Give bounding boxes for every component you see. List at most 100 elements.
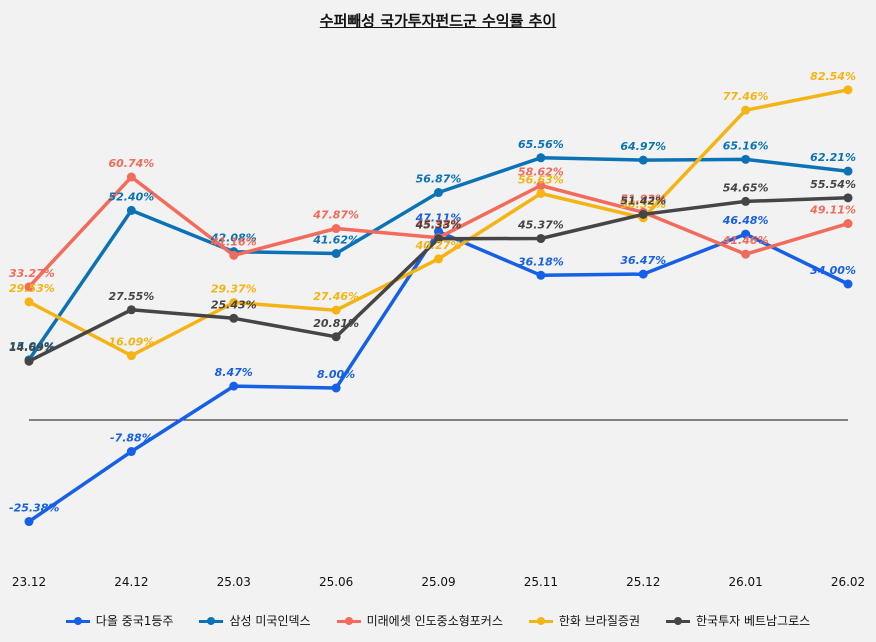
legend-label-samsung: 삼성 미국인덱스 [229,614,311,628]
series-1-data-label: 62.21% [810,151,856,164]
series-0-data-label: 8.47% [215,366,253,379]
series-2-point [24,282,34,292]
series-4-point [126,305,136,315]
series-4-data-label: 54.65% [723,181,769,194]
series-1-data-label: 41.62% [312,234,359,247]
series-0-point [229,381,239,391]
series-3-data-label: 77.46% [723,90,769,103]
x-tick-label: 25.09 [421,575,455,589]
series-2-point [536,181,546,191]
series-2-point [741,249,751,259]
legend-item-mirae[interactable]: 미래에셋 인도중소형포커스 [336,612,503,629]
series-4-point [434,234,443,244]
series-1-data-label: 64.97% [620,140,666,153]
series-2-data-label: 60.74% [108,157,154,170]
series-4-data-label: 45.37% [517,219,564,232]
x-tick-label: 25.12 [626,575,660,589]
series-4-point [843,193,853,203]
x-tick-label: 25.11 [524,575,558,589]
series-2-data-label: 41.46% [722,234,769,247]
legend-label-koreainv: 한국투자 베트남그로스 [696,614,811,628]
series-0-data-label: -7.88% [110,432,153,445]
series-2-data-label: 45.58% [415,218,462,231]
legend-label-mirae: 미래에셋 인도중소형포커스 [366,614,503,628]
series-0-point [24,517,34,527]
series-3-point [536,188,546,198]
series-0-point [536,270,546,280]
series-2-data-label: 41.16% [210,235,257,248]
series-4-point [536,234,546,244]
series-3-point [24,297,34,307]
series-2-point [126,172,136,182]
series-3-data-label: 40.27% [415,239,462,252]
legend-label-daol: 다올 중국1등주 [95,614,174,628]
series-1-data-label: 15.04% [9,340,55,353]
legend-swatch-mirae [336,616,361,626]
x-tick-label: 26.01 [728,575,762,589]
series-3-data-label: 29.53% [9,282,55,295]
legend-swatch-daol [65,616,90,626]
series-4-point [229,313,239,323]
series-3-data-label: 27.46% [313,290,359,303]
x-tick-label: 23.12 [12,575,46,589]
line-chart: 23.12 24.12 25.03 25.06 25.09 25.11 25.12 26.01… [9,70,865,589]
series-1-point [126,205,136,215]
series-4-point [24,356,34,366]
series-3-data-label: 29.37% [211,283,257,296]
series-0-data-label: 36.18% [518,255,564,268]
series-1-point [536,153,546,163]
x-tick-label: 25.06 [319,575,353,589]
series-3-data-label: 82.54% [810,70,856,83]
legend-swatch-samsung [199,616,224,626]
series-2-data-label: 51.93% [620,192,666,205]
series-4-data-label: 51.42% [620,194,666,207]
legend-item-samsung[interactable]: 삼성 미국인덱스 [199,612,311,629]
series-0-point [331,383,341,393]
x-tick-label: 25.03 [217,575,251,589]
legend-item-hanwha[interactable]: 한화 브라질증권 [528,612,640,629]
series-3-point [843,85,853,95]
series-2-point [331,224,341,234]
series-3-data-label: 56.63% [518,173,564,186]
series-1-data-label: 65.56% [518,138,564,151]
series-1-point [741,154,751,164]
x-tick-label: 26.02 [831,575,865,589]
series-1-point [638,155,648,165]
series-4-data-label: 27.55% [108,290,154,303]
series-3-data-label: 50.53% [620,198,666,211]
series-1-data-label: 56.87% [416,173,462,186]
legend-swatch-hanwha [528,616,553,626]
series-4-data-label: 45.33% [415,219,462,232]
series-1-data-label: 65.16% [723,139,769,152]
legend-label-hanwha: 한화 브라질증권 [558,614,640,628]
series-0-point [126,447,136,457]
legend-swatch-koreainv [666,616,690,626]
series-1-data-label: 42.08% [210,232,257,245]
series-2-point [843,219,853,229]
series-0-data-label: 34.00% [810,264,856,277]
series-2-point [229,250,239,260]
series-0-data-label: -25.38% [9,502,59,515]
series-3-point [331,305,341,315]
series-0-point [638,269,648,279]
legend-item-koreainv[interactable]: 한국투자 베트남그로스 [666,612,810,629]
series-1-point [843,166,853,176]
series-0-data-label: 36.47% [620,254,666,267]
series-4-point [741,196,751,206]
series-0-data-label: 46.48% [722,214,769,227]
series-3-data-label: 16.09% [108,336,154,349]
x-tick-label: 24.12 [114,575,148,589]
series-2-data-label: 58.62% [518,166,564,179]
chart-title: 수퍼빼성 국가투자펀드군 수익률 추이 [0,10,876,31]
series-3-point [741,105,751,115]
series-1-data-label: 52.40% [108,190,154,203]
series-4-point [331,332,341,342]
series-2-data-label: 47.87% [312,209,359,222]
series-4-data-label: 25.43% [211,298,257,311]
series-0-data-label: 47.11% [415,212,462,225]
legend: 다올 중국1등주 삼성 미국인덱스 미래에셋 인도중소형포커스 한화 브라질증권… [0,612,876,629]
series-1-point [434,188,443,198]
legend-item-daol[interactable]: 다올 중국1등주 [65,612,174,629]
series-3-point [126,351,136,361]
